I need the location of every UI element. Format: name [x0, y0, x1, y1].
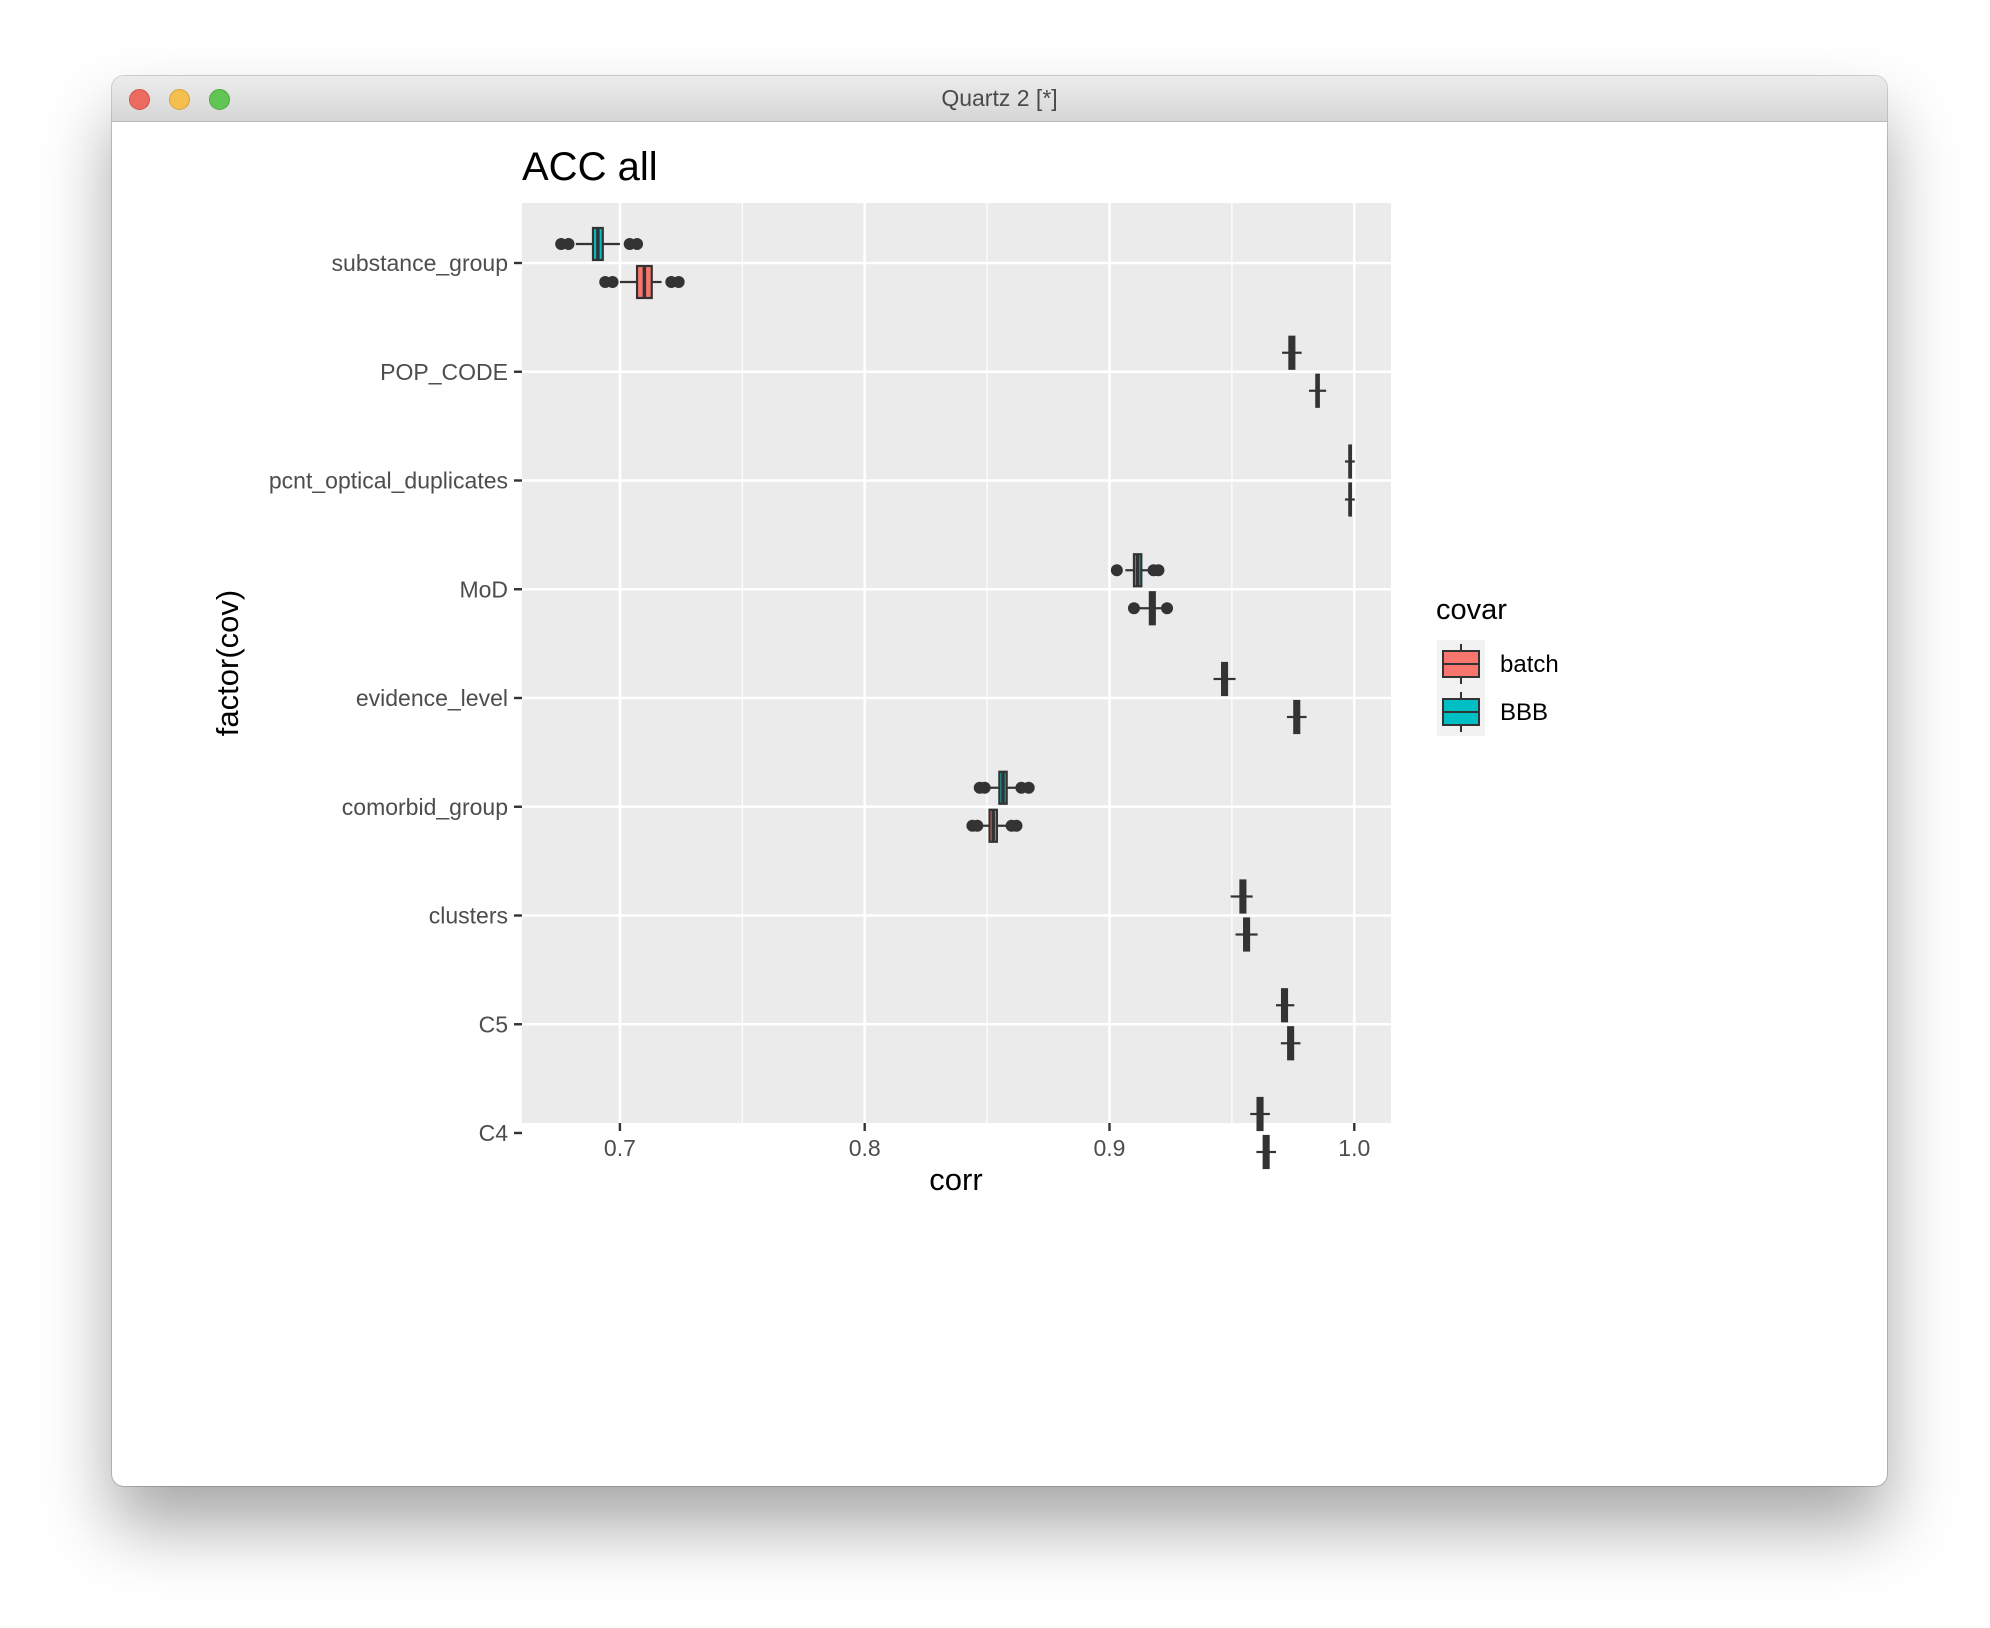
- y-tick-label: substance_group: [332, 250, 508, 276]
- box-BBB-pcnt_optical_duplicates: [1344, 444, 1355, 479]
- box-BBB-C4: [1250, 1096, 1270, 1132]
- box-batch-pcnt_optical_duplicates: [1344, 482, 1355, 517]
- box-BBB-POP_CODE: [1282, 335, 1302, 370]
- legend-key-batch: [1437, 640, 1485, 688]
- y-tick-label: pcnt_optical_duplicates: [269, 468, 508, 494]
- outlier-point: [1152, 564, 1165, 577]
- box-batch-C4: [1256, 1134, 1276, 1170]
- x-tick-label: 1.0: [1338, 1135, 1370, 1161]
- box-batch-MoD: [1127, 591, 1174, 626]
- outlier-point: [562, 238, 575, 250]
- box-BBB-clusters: [1230, 879, 1253, 914]
- legend-title: covar: [1436, 594, 1507, 626]
- outlier-point: [672, 276, 685, 288]
- y-tick-label: MoD: [459, 576, 508, 602]
- outlier-point: [631, 238, 644, 250]
- outlier-point: [1161, 602, 1174, 615]
- x-tick-label: 0.7: [604, 1135, 636, 1161]
- legend: covar batch BBB: [1436, 594, 1559, 736]
- box-batch-clusters: [1235, 917, 1258, 952]
- outlier-point: [978, 781, 991, 794]
- box-batch-POP_CODE: [1308, 373, 1327, 408]
- y-axis-label: factor(cov): [210, 590, 245, 736]
- plot-area: substance_group POP_CODE pcnt_optical_dupl…: [112, 122, 1887, 1486]
- box-BBB-C5: [1275, 988, 1295, 1023]
- box-batch-substance_group: [599, 264, 685, 300]
- minimize-window-button[interactable]: [169, 89, 190, 110]
- outlier-point: [1010, 819, 1023, 832]
- window-titlebar[interactable]: Quartz 2 [*]: [112, 76, 1887, 122]
- chart-title: ACC all: [522, 145, 658, 189]
- boxplot-series: [555, 226, 1355, 1170]
- box-batch-comorbid_group: [966, 808, 1023, 843]
- major-gridlines: [522, 203, 1391, 1135]
- outlier-point: [1110, 564, 1123, 577]
- plot-panel: [522, 203, 1391, 1123]
- minor-gridlines: [741, 203, 1233, 1123]
- close-window-button[interactable]: [129, 89, 150, 110]
- x-tick-label: 0.9: [1094, 1135, 1126, 1161]
- legend-key-BBB: [1437, 688, 1485, 736]
- y-tick-label: evidence_level: [356, 685, 508, 711]
- box-BBB-evidence_level: [1213, 661, 1236, 697]
- y-tick-label: C5: [479, 1011, 508, 1037]
- x-axis-label: corr: [929, 1162, 982, 1197]
- y-tick-label: C4: [479, 1120, 509, 1146]
- x-tick-label: 0.8: [849, 1135, 881, 1161]
- legend-label: BBB: [1500, 699, 1548, 726]
- x-axis: 0.7 0.8 0.9 1.0: [604, 1123, 1370, 1161]
- box-batch-evidence_level: [1286, 699, 1307, 735]
- box-BBB-substance_group: [555, 226, 644, 262]
- outlier-point: [971, 819, 984, 832]
- y-axis: substance_group POP_CODE pcnt_optical_dupl…: [269, 250, 522, 1146]
- y-tick-label: POP_CODE: [380, 359, 508, 385]
- boxplot-chart: substance_group POP_CODE pcnt_optical_dupl…: [210, 145, 1559, 1197]
- y-tick-label: comorbid_group: [342, 794, 508, 820]
- box-batch-C5: [1280, 1026, 1301, 1061]
- box-BBB-MoD: [1110, 553, 1165, 588]
- outlier-point: [606, 276, 619, 288]
- window-title: Quartz 2 [*]: [941, 85, 1058, 111]
- y-tick-label: clusters: [429, 903, 508, 929]
- outlier-point: [1127, 602, 1140, 615]
- legend-label: batch: [1500, 651, 1559, 678]
- outlier-point: [1022, 781, 1035, 794]
- box-BBB-comorbid_group: [973, 770, 1035, 805]
- zoom-window-button[interactable]: [209, 89, 230, 110]
